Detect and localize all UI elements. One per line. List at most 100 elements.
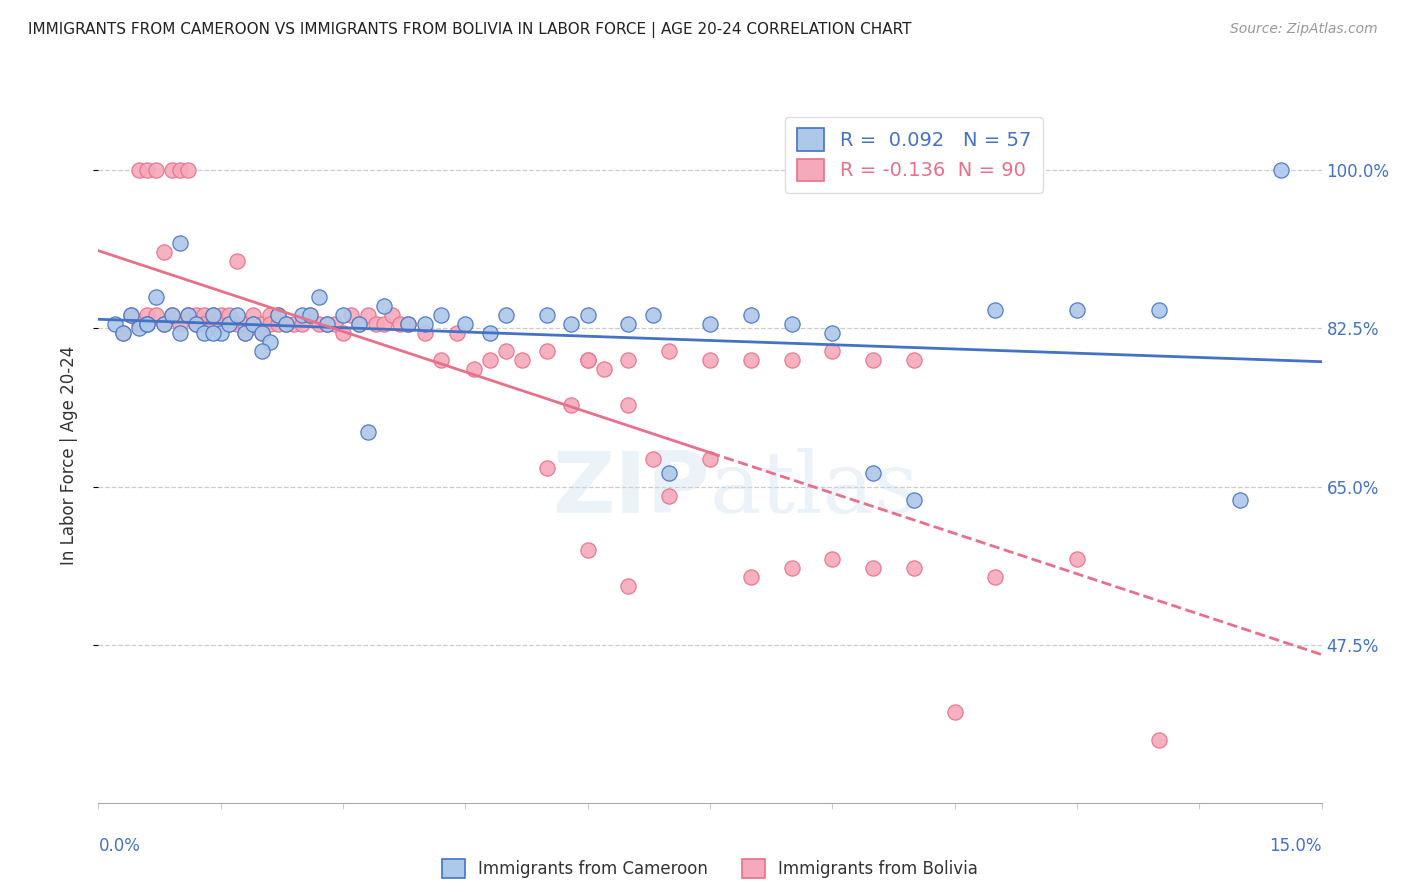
Point bbox=[332, 308, 354, 322]
Point bbox=[299, 308, 322, 322]
Point bbox=[373, 317, 395, 331]
Point bbox=[349, 317, 371, 331]
Point bbox=[136, 163, 159, 178]
Point bbox=[1066, 551, 1088, 566]
Point bbox=[699, 317, 721, 331]
Point bbox=[201, 317, 224, 331]
Point bbox=[617, 317, 640, 331]
Point bbox=[169, 317, 191, 331]
Point bbox=[821, 326, 844, 340]
Point bbox=[104, 317, 127, 331]
Point bbox=[111, 326, 134, 340]
Point bbox=[349, 317, 371, 331]
Point bbox=[233, 326, 256, 340]
Y-axis label: In Labor Force | Age 20-24: In Labor Force | Age 20-24 bbox=[59, 345, 77, 565]
Point bbox=[233, 317, 256, 331]
Point bbox=[903, 353, 925, 368]
Point bbox=[389, 317, 412, 331]
Point bbox=[160, 308, 183, 322]
Point bbox=[242, 317, 264, 331]
Point bbox=[145, 290, 167, 304]
Point bbox=[536, 461, 558, 475]
Point bbox=[186, 317, 208, 331]
Point bbox=[658, 344, 681, 359]
Point bbox=[201, 326, 224, 340]
Point bbox=[186, 308, 208, 322]
Text: IMMIGRANTS FROM CAMEROON VS IMMIGRANTS FROM BOLIVIA IN LABOR FORCE | AGE 20-24 C: IMMIGRANTS FROM CAMEROON VS IMMIGRANTS F… bbox=[28, 22, 911, 38]
Point bbox=[259, 317, 281, 331]
Point bbox=[576, 353, 599, 368]
Point bbox=[267, 308, 290, 322]
Text: atlas: atlas bbox=[710, 448, 920, 532]
Point bbox=[169, 235, 191, 250]
Point bbox=[169, 326, 191, 340]
Point bbox=[128, 321, 150, 335]
Point bbox=[201, 308, 224, 322]
Point bbox=[862, 561, 884, 575]
Point bbox=[780, 561, 803, 575]
Point bbox=[780, 317, 803, 331]
Point bbox=[226, 317, 249, 331]
Point bbox=[943, 706, 966, 720]
Point bbox=[413, 317, 436, 331]
Point bbox=[617, 579, 640, 593]
Point bbox=[364, 317, 387, 331]
Point bbox=[658, 489, 681, 503]
Point bbox=[1147, 303, 1170, 318]
Point bbox=[463, 362, 485, 376]
Point bbox=[218, 317, 240, 331]
Point bbox=[226, 253, 249, 268]
Point bbox=[862, 466, 884, 480]
Text: 15.0%: 15.0% bbox=[1270, 837, 1322, 855]
Point bbox=[250, 317, 273, 331]
Point bbox=[323, 317, 346, 331]
Point bbox=[259, 308, 281, 322]
Point bbox=[373, 299, 395, 313]
Point bbox=[128, 317, 150, 331]
Point bbox=[201, 308, 224, 322]
Point bbox=[381, 308, 404, 322]
Point bbox=[699, 353, 721, 368]
Point bbox=[340, 308, 363, 322]
Point bbox=[454, 317, 477, 331]
Point bbox=[218, 308, 240, 322]
Point bbox=[478, 326, 501, 340]
Point bbox=[169, 163, 191, 178]
Point bbox=[984, 570, 1007, 584]
Point bbox=[177, 163, 200, 178]
Point bbox=[193, 326, 215, 340]
Point bbox=[291, 308, 314, 322]
Point bbox=[356, 425, 378, 440]
Point bbox=[903, 561, 925, 575]
Point bbox=[274, 317, 297, 331]
Point bbox=[111, 326, 134, 340]
Point bbox=[209, 317, 232, 331]
Point bbox=[233, 326, 256, 340]
Point bbox=[478, 353, 501, 368]
Point bbox=[699, 452, 721, 467]
Point bbox=[209, 326, 232, 340]
Point bbox=[250, 326, 273, 340]
Point bbox=[1229, 493, 1251, 508]
Point bbox=[576, 542, 599, 557]
Point bbox=[862, 353, 884, 368]
Legend: Immigrants from Cameroon, Immigrants from Bolivia: Immigrants from Cameroon, Immigrants fro… bbox=[434, 853, 986, 885]
Point bbox=[536, 308, 558, 322]
Point bbox=[299, 308, 322, 322]
Point bbox=[658, 466, 681, 480]
Point bbox=[120, 308, 142, 322]
Point bbox=[315, 317, 337, 331]
Point bbox=[177, 308, 200, 322]
Point bbox=[617, 353, 640, 368]
Point bbox=[396, 317, 419, 331]
Point bbox=[177, 308, 200, 322]
Point bbox=[136, 317, 159, 331]
Point bbox=[283, 317, 305, 331]
Text: ZIP: ZIP bbox=[553, 448, 710, 532]
Point bbox=[576, 308, 599, 322]
Point bbox=[259, 334, 281, 349]
Point bbox=[560, 317, 582, 331]
Point bbox=[152, 317, 174, 331]
Point bbox=[218, 317, 240, 331]
Point bbox=[128, 163, 150, 178]
